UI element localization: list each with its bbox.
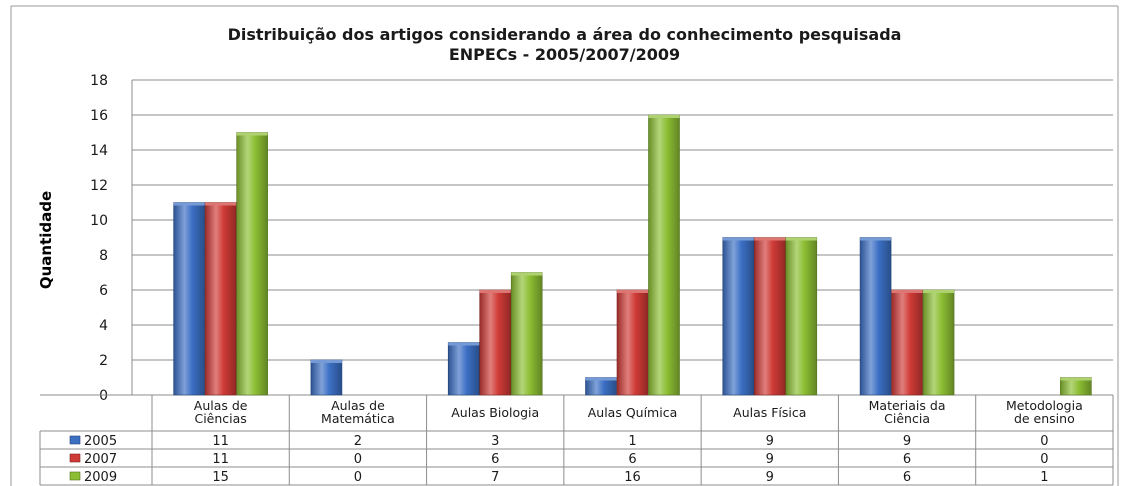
bar-2009 — [236, 132, 268, 396]
bar-2009 — [510, 272, 543, 396]
category-label: Ciências — [194, 411, 246, 426]
bar-cap — [923, 290, 955, 293]
legend-label-2005: 2005 — [84, 434, 117, 449]
table-cell-value: 2 — [354, 434, 362, 449]
table-cell-value: 9 — [766, 470, 774, 485]
chart-subtitle: ENPECs - 2005/2007/2009 — [448, 45, 681, 64]
legend-swatch-2007 — [69, 453, 81, 463]
bar-cap — [448, 342, 480, 346]
table-cell-value: 16 — [624, 470, 641, 485]
legend-label-2009: 2009 — [84, 470, 117, 485]
bar-cap — [236, 132, 268, 136]
category-label: Aulas Física — [733, 405, 806, 420]
y-tick-label: 2 — [99, 353, 108, 369]
table-cell-value: 0 — [1040, 434, 1048, 449]
bar-2009 — [648, 114, 680, 396]
bar-cap — [173, 202, 205, 206]
bar-2009 — [785, 237, 818, 396]
y-tick-label: 12 — [90, 178, 108, 194]
bar-cap — [891, 290, 923, 293]
table-cell-value: 6 — [903, 470, 911, 485]
bar-2007 — [616, 289, 649, 396]
y-tick-label: 16 — [90, 108, 108, 124]
table-cell-value: 0 — [1040, 452, 1048, 467]
y-tick-label: 10 — [90, 213, 108, 229]
category-label: Metodologia — [1006, 398, 1083, 413]
bar-2005 — [859, 237, 892, 396]
table-cell-value: 0 — [354, 452, 362, 467]
y-tick-label: 14 — [90, 143, 108, 159]
y-tick-label: 4 — [99, 318, 108, 334]
table-cell-value: 9 — [903, 434, 911, 449]
y-tick-label: 0 — [99, 388, 108, 404]
bar-cap — [754, 237, 786, 241]
bar-2007 — [753, 237, 786, 396]
bar-2007 — [891, 289, 923, 396]
category-label: Ciência — [884, 411, 930, 426]
category-label: Aulas Química — [588, 405, 678, 420]
table-cell-value: 11 — [212, 452, 229, 467]
bar-2005 — [447, 342, 480, 396]
bar-cap — [785, 237, 817, 241]
legend-swatch-2009 — [69, 471, 81, 481]
y-tick-label: 6 — [99, 283, 108, 299]
bar-cap — [310, 360, 342, 363]
bar-cap — [205, 202, 237, 206]
bar-cap — [648, 115, 680, 118]
chart-title: Distribuição dos artigos considerando a … — [227, 25, 902, 44]
table-cell-value: 6 — [628, 452, 636, 467]
bar-cap — [511, 272, 543, 276]
table-cell-value: 7 — [491, 470, 499, 485]
bar-2007 — [204, 202, 237, 396]
bar-cap — [585, 377, 617, 381]
category-label: Materiais da — [869, 398, 946, 413]
bar-2009 — [922, 289, 955, 396]
bar-cap — [722, 237, 754, 241]
bar-2007 — [479, 289, 512, 396]
category-label: de ensino — [1014, 411, 1075, 426]
bar-2005 — [722, 237, 755, 396]
bar-2005 — [173, 202, 205, 396]
table-cell-value: 15 — [212, 470, 229, 485]
table-cell-value: 3 — [491, 434, 499, 449]
legend-label-2007: 2007 — [84, 452, 117, 467]
table-cell-value: 1 — [628, 434, 636, 449]
bar-cap — [1060, 377, 1092, 381]
table-cell-value: 6 — [491, 452, 499, 467]
category-label: Matemática — [321, 411, 395, 426]
category-label: Aulas de — [331, 398, 385, 413]
table-cell-value: 9 — [766, 452, 774, 467]
y-tick-label: 8 — [99, 248, 108, 264]
bar-2005 — [310, 359, 343, 396]
table-cell-value: 1 — [1040, 470, 1048, 485]
bar-cap — [479, 290, 511, 293]
table-cell-value: 11 — [212, 434, 229, 449]
table-cell-value: 6 — [903, 452, 911, 467]
category-label: Aulas Biologia — [451, 405, 539, 420]
bar-cap — [860, 237, 892, 241]
table-cell-value: 9 — [766, 434, 774, 449]
category-label: Aulas de — [194, 398, 248, 413]
table-cell-value: 0 — [354, 470, 362, 485]
y-tick-label: 18 — [90, 73, 108, 89]
bar-cap — [617, 290, 648, 293]
legend-swatch-2005 — [69, 435, 81, 445]
